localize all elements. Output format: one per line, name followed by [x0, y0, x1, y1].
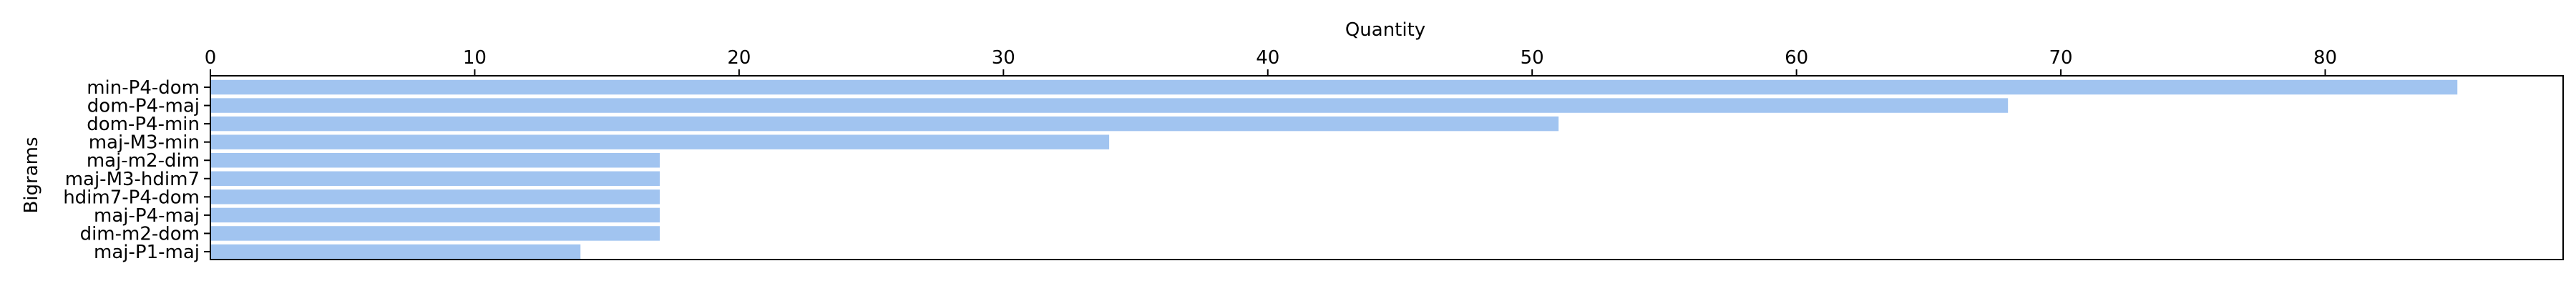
bar	[210, 116, 1559, 132]
bar	[210, 207, 660, 223]
x-tick-label: 0	[205, 47, 217, 69]
bar	[210, 189, 660, 204]
bar	[210, 153, 660, 168]
category-label: maj-P4-maj	[94, 205, 200, 227]
category-label: min-P4-dom	[87, 77, 200, 99]
bar	[210, 244, 581, 260]
bar	[210, 226, 660, 241]
bar	[210, 79, 2458, 95]
category-label: maj-M3-hdim7	[65, 169, 200, 190]
category-label: maj-m2-dim	[87, 150, 200, 172]
category-label: dom-P4-min	[87, 114, 200, 135]
x-tick-label: 50	[1521, 47, 1544, 69]
bars	[210, 79, 2458, 260]
category-label: maj-P1-maj	[94, 242, 200, 263]
category-label: maj-M3-min	[89, 132, 200, 154]
x-tick-label: 40	[1256, 47, 1279, 69]
category-label: dim-m2-dom	[80, 223, 200, 245]
bar	[210, 98, 2009, 113]
x-axis-label: Quantity	[1345, 19, 1425, 41]
x-axis-ticks: 0 10 20 30 40 50 60 70 80	[205, 47, 2337, 76]
x-tick-label: 70	[2049, 47, 2073, 69]
bar	[210, 134, 1110, 149]
x-tick-label: 30	[992, 47, 1015, 69]
x-tick-label: 10	[463, 47, 487, 69]
y-axis-ticks: min-P4-domdom-P4-majdom-P4-minmaj-M3-min…	[63, 77, 210, 263]
category-label: hdim7-P4-dom	[63, 187, 200, 208]
category-label: dom-P4-maj	[87, 96, 200, 117]
x-tick-label: 80	[2313, 47, 2337, 69]
x-tick-label: 20	[727, 47, 751, 69]
x-tick-label: 60	[1785, 47, 1808, 69]
bar	[210, 171, 660, 186]
y-axis-label: Bigrams	[21, 137, 42, 213]
plot-frame	[210, 75, 2564, 260]
